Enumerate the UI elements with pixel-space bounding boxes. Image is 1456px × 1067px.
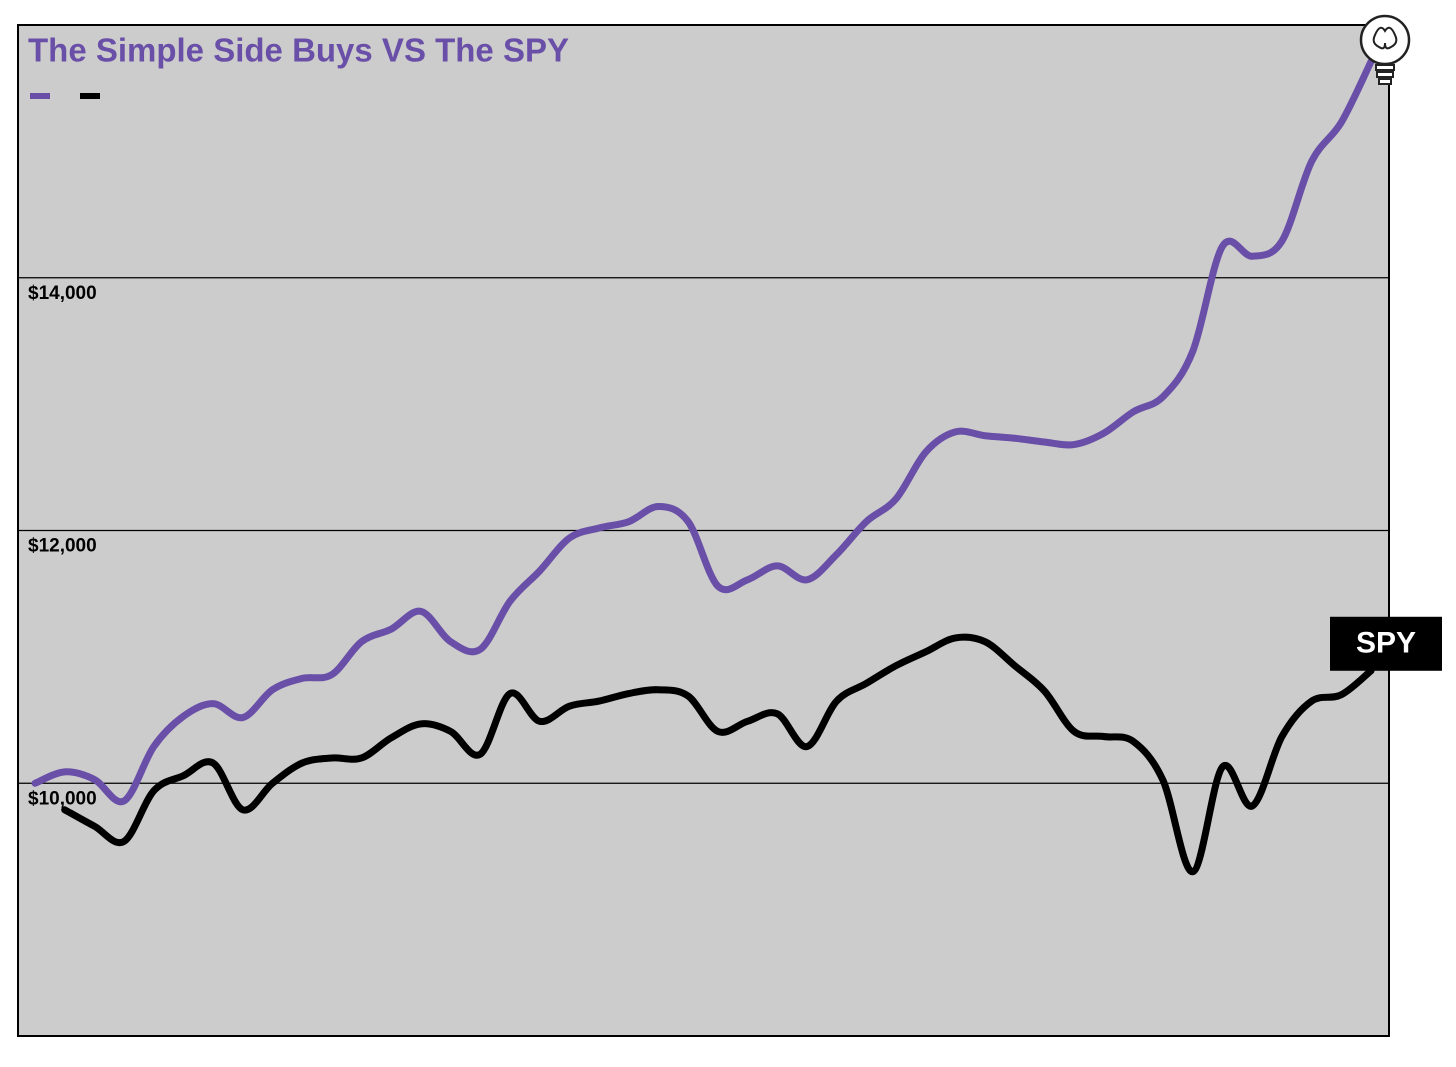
series-line	[31, 58, 1375, 806]
chart-title: The Simple Side Buys VS The SPY	[28, 32, 569, 69]
lines	[31, 58, 1375, 876]
y-tick-label: $14,000	[28, 283, 97, 304]
y-tick-label: $12,000	[28, 536, 97, 557]
logo-icon	[1359, 14, 1411, 85]
series-line	[61, 633, 1375, 876]
end-label: SPY	[1330, 616, 1442, 671]
end-label-box	[1330, 616, 1442, 671]
y-tick-label: $10,000	[28, 788, 97, 809]
end-label-text: SPY	[1356, 627, 1416, 660]
